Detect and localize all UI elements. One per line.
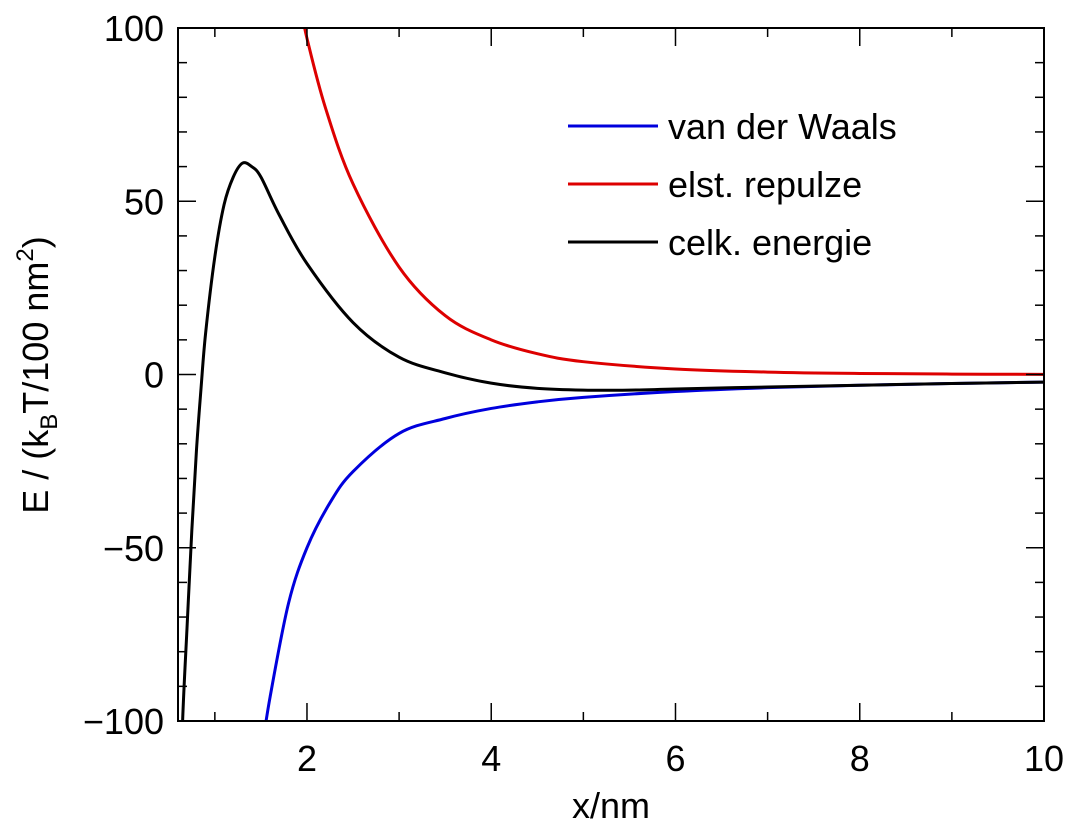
y-tick-label: 0 (144, 355, 164, 396)
y-axis-label: E / (kBT/100 nm2) (12, 236, 63, 513)
y-tick-label: −50 (103, 528, 164, 569)
series-line-0 (264, 380, 1044, 721)
x-tick-label: 2 (297, 738, 317, 779)
legend-label-0: van der Waals (668, 106, 897, 147)
tick-labels-layer: 2 4 6 8 10 −100 −50 0 50 100 (83, 8, 1064, 779)
x-tick-label: 6 (665, 738, 685, 779)
legend-label-1: elst. repulze (668, 164, 862, 205)
y-axis-label-suffix: ) (15, 236, 56, 248)
y-axis-label-superscript: 2 (12, 248, 39, 261)
y-tick-label: 50 (124, 181, 164, 222)
y-tick-label: 100 (104, 8, 164, 49)
y-axis-label-subscript: B (36, 414, 63, 430)
y-tick-label: −100 (83, 701, 164, 742)
series-line-1 (303, 28, 1044, 376)
legend-label-2: celk. energie (668, 222, 872, 263)
x-tick-label: 8 (850, 738, 870, 779)
x-tick-label: 10 (1024, 738, 1064, 779)
x-tick-label: 4 (481, 738, 501, 779)
y-axis-label-middle: T/100 nm (15, 262, 56, 414)
legend: van der Waals elst. repulze celk. energie (568, 106, 897, 263)
ticks-layer (178, 27, 1045, 722)
series-line-2 (181, 161, 1044, 721)
series-layer (181, 28, 1044, 721)
x-axis-label: x/nm (572, 785, 650, 825)
y-axis-label-prefix: E / (k (15, 429, 56, 514)
